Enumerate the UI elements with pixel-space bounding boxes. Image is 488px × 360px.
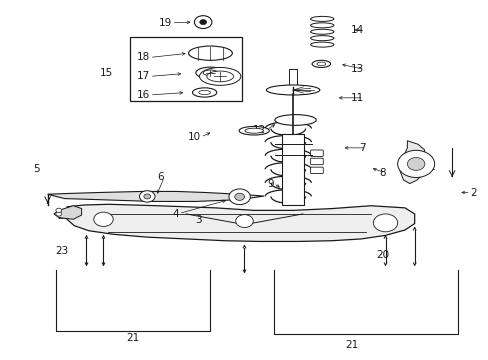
Ellipse shape [206,71,233,82]
Circle shape [56,208,61,212]
Ellipse shape [199,90,210,95]
Ellipse shape [310,42,333,47]
Circle shape [200,19,206,24]
Circle shape [139,191,155,202]
Text: 10: 10 [187,132,201,142]
Text: 11: 11 [350,93,363,103]
Ellipse shape [199,67,241,85]
Ellipse shape [192,88,216,97]
Text: 2: 2 [469,188,476,198]
Circle shape [143,194,150,199]
Ellipse shape [244,128,263,133]
Polygon shape [67,204,414,242]
Text: 6: 6 [157,172,164,182]
Ellipse shape [239,126,269,135]
Text: 3: 3 [195,215,201,225]
Circle shape [234,193,244,201]
Circle shape [194,16,211,28]
Circle shape [397,150,434,177]
Text: 14: 14 [350,25,363,35]
Text: 23: 23 [55,247,68,256]
Text: 22: 22 [57,211,70,221]
FancyBboxPatch shape [310,158,323,165]
Text: 21: 21 [344,340,357,350]
Text: 19: 19 [158,18,171,28]
FancyBboxPatch shape [310,167,323,174]
Ellipse shape [311,60,330,67]
Text: 21: 21 [126,333,139,343]
Circle shape [407,157,424,170]
Ellipse shape [310,36,333,41]
Ellipse shape [196,67,224,78]
Text: 5: 5 [33,164,40,174]
Ellipse shape [310,17,333,21]
FancyBboxPatch shape [282,134,303,205]
Polygon shape [47,192,264,202]
Ellipse shape [266,85,319,95]
Circle shape [372,214,397,232]
Circle shape [235,215,253,228]
Ellipse shape [274,114,316,125]
Text: 12: 12 [253,125,266,135]
FancyBboxPatch shape [310,150,323,157]
Circle shape [228,189,250,204]
Ellipse shape [188,46,232,60]
Text: 16: 16 [136,90,149,100]
Ellipse shape [316,62,325,66]
Text: 4: 4 [172,208,179,219]
FancyBboxPatch shape [130,37,242,102]
Text: 7: 7 [359,143,366,153]
Text: 9: 9 [266,179,273,189]
Polygon shape [54,206,81,219]
Text: 8: 8 [378,168,385,178]
Ellipse shape [203,70,217,76]
Text: 20: 20 [375,250,388,260]
Circle shape [56,212,61,216]
Polygon shape [399,141,426,184]
Text: 17: 17 [136,71,149,81]
Circle shape [94,212,113,226]
Ellipse shape [310,23,333,28]
Text: 13: 13 [350,64,363,74]
Ellipse shape [310,29,333,34]
Text: 18: 18 [136,53,149,63]
Text: 1: 1 [428,162,435,172]
Text: 15: 15 [100,68,113,78]
